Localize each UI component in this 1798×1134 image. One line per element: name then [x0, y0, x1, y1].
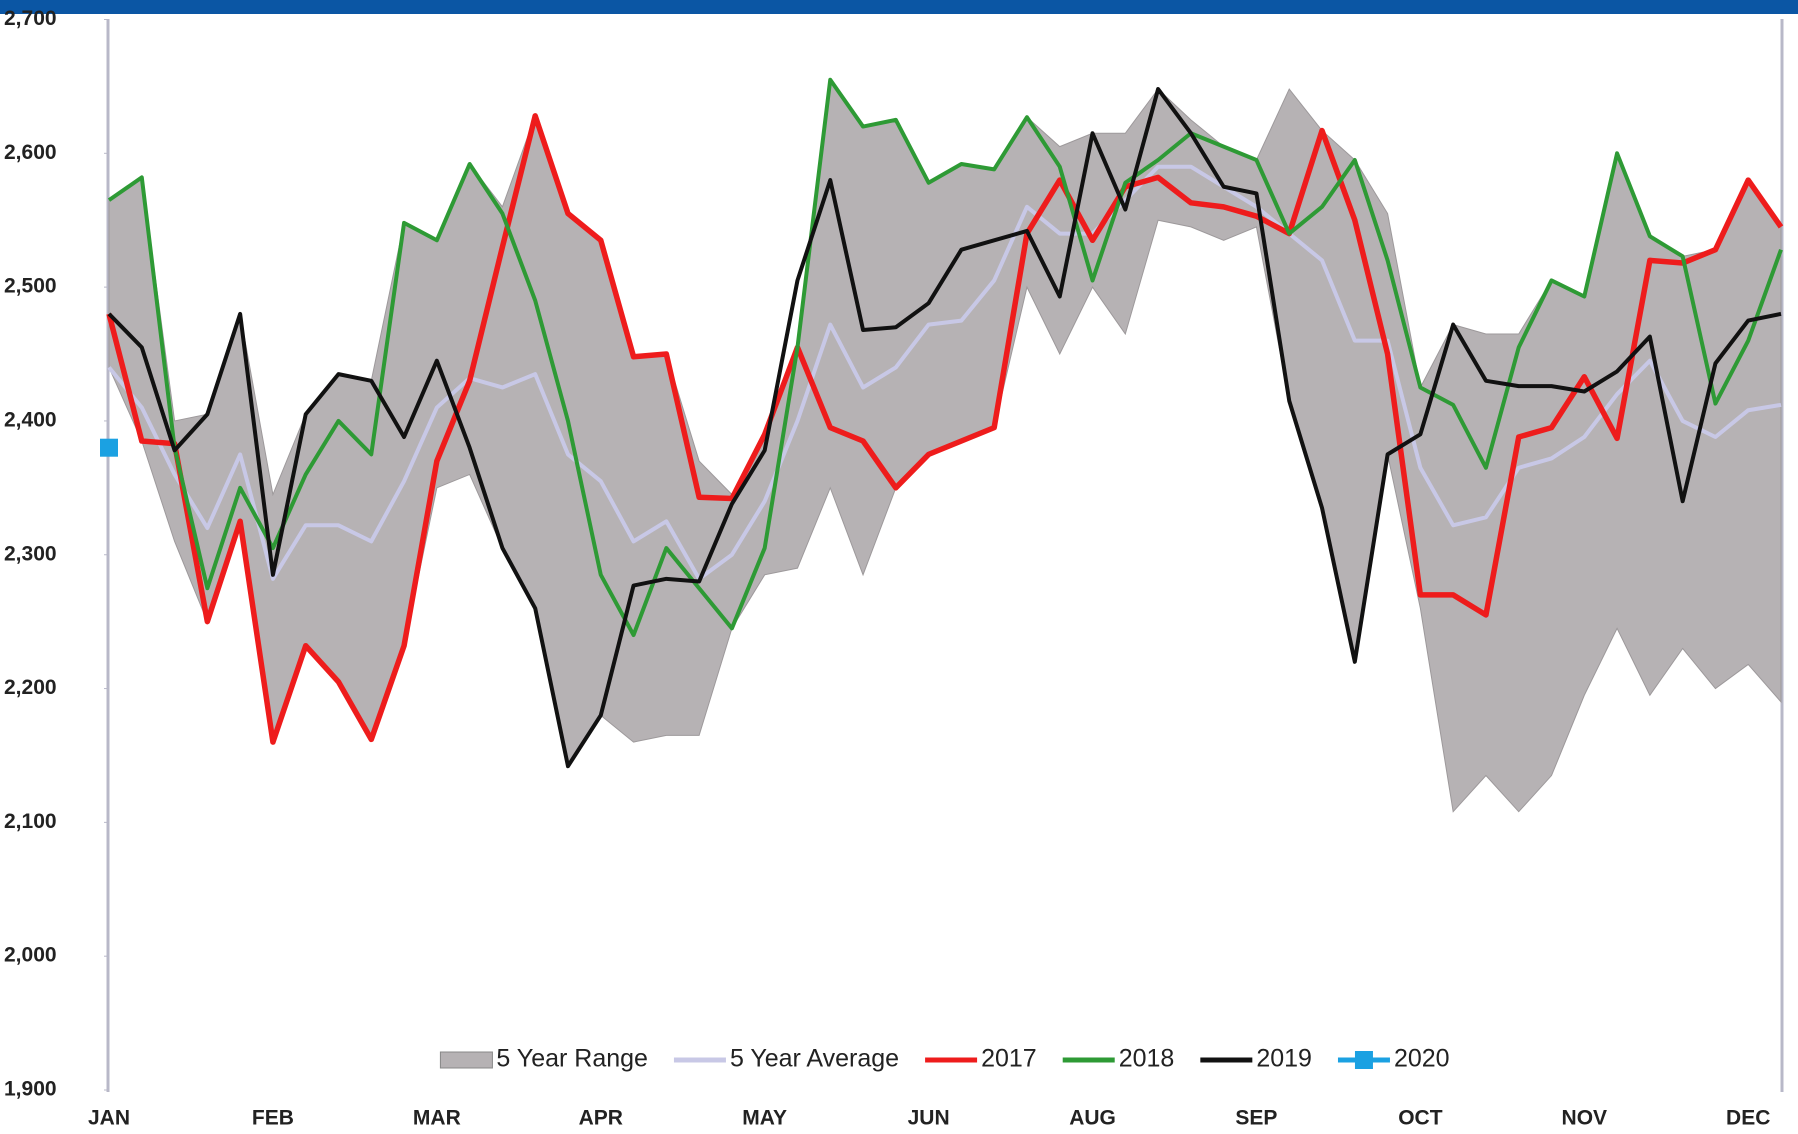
legend-item: 5 Year Range	[439, 1045, 648, 1073]
legend-item: 2019	[1200, 1045, 1312, 1073]
legend-swatch	[439, 1051, 493, 1069]
legend-label: 5 Year Average	[730, 1045, 899, 1073]
legend-label: 5 Year Range	[496, 1045, 648, 1073]
y-tick-label: 2,100	[4, 810, 57, 833]
y-tick-label: 2,000	[4, 944, 57, 967]
y-tick-label: 2,200	[4, 676, 57, 699]
x-tick-label: APR	[579, 1107, 623, 1130]
legend-item: 5 Year Average	[673, 1045, 899, 1073]
plot	[100, 77, 1784, 813]
x-tick-label: AUG	[1069, 1107, 1116, 1130]
series-line	[107, 77, 1783, 638]
legend-item: 2020	[1337, 1045, 1450, 1073]
series-line	[107, 164, 1782, 581]
x-tick-label: JUN	[908, 1107, 950, 1130]
x-tick-label: SEP	[1235, 1107, 1277, 1130]
series-line	[106, 113, 1784, 745]
x-tick-label: DEC	[1726, 1107, 1770, 1130]
y-tick-label: 2,600	[4, 141, 57, 164]
x-tick-label: MAR	[413, 1107, 461, 1130]
legend-label: 2019	[1256, 1045, 1312, 1073]
x-tick-label: JAN	[88, 1107, 130, 1130]
series-line	[107, 87, 1782, 769]
x-tick-label: MAY	[742, 1107, 787, 1130]
y-tick-label: 2,400	[4, 408, 57, 431]
legend-marker	[1354, 1051, 1373, 1069]
legend-item: 2018	[1062, 1045, 1175, 1073]
y-tick-label: 1,900	[4, 1078, 57, 1101]
header-bar	[0, 0, 1798, 14]
x-tick-label: FEB	[252, 1107, 294, 1130]
y-tick-label: 2,300	[4, 542, 57, 565]
x-tick-label: NOV	[1562, 1107, 1608, 1130]
y-tick-label: 2,500	[4, 275, 57, 298]
legend-label: 2020	[1394, 1045, 1450, 1073]
legend-label: 2018	[1119, 1045, 1175, 1073]
legend-label: 2017	[981, 1045, 1037, 1073]
legend: 5 Year Range 5 Year Average 2017 2018 2019 20…	[439, 1045, 1450, 1073]
x-tick-label: OCT	[1398, 1107, 1443, 1130]
legend-item: 2017	[925, 1045, 1037, 1073]
y-tick-label: 2,700	[4, 7, 57, 30]
marker	[100, 438, 118, 457]
